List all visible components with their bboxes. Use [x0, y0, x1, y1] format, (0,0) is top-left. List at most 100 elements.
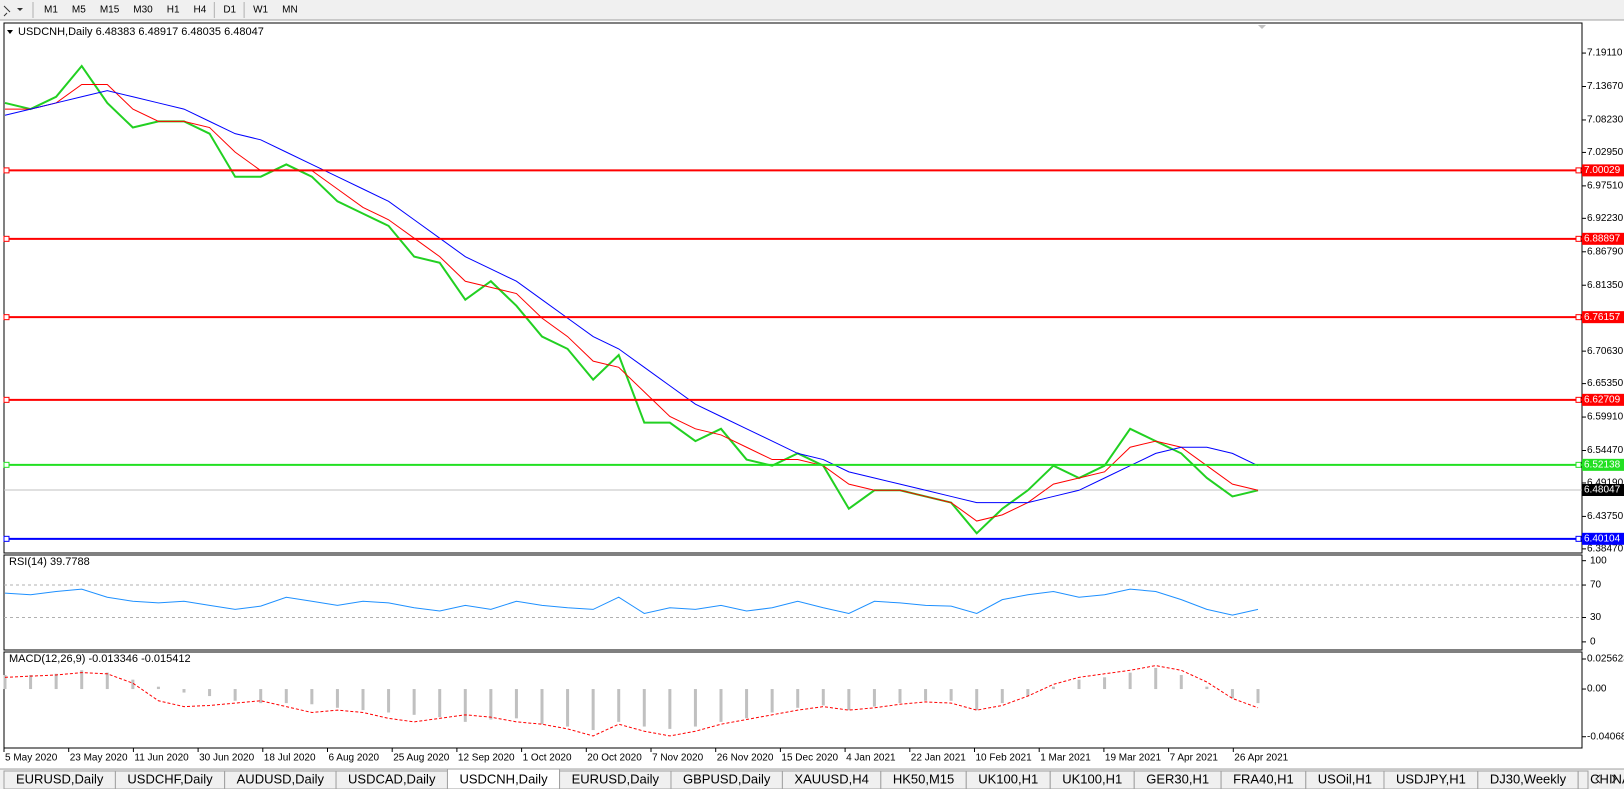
timeframe-label[interactable]: H4 — [194, 5, 207, 16]
level-handle[interactable] — [1575, 535, 1582, 542]
timeframe-label[interactable]: MN — [282, 5, 298, 16]
timeframe-label[interactable]: M15 — [100, 5, 120, 16]
y-tick-label: 6.49190 — [1587, 478, 1624, 489]
timeframe-button[interactable] — [160, 2, 186, 18]
macd-bar — [208, 689, 212, 697]
timeframe-button[interactable] — [127, 2, 159, 18]
tab-label[interactable]: UK100,H1 — [1062, 771, 1122, 786]
x-tick-label: 5 May 2020 — [5, 753, 58, 764]
tab-label[interactable]: FRA40,H1 — [1233, 771, 1294, 786]
macd-bar — [847, 689, 851, 711]
y-tick-label: 70 — [1590, 580, 1602, 591]
macd-bar — [438, 689, 442, 718]
macd-bar — [540, 689, 544, 725]
level-handle[interactable] — [3, 535, 10, 542]
macd-panel — [3, 651, 1583, 749]
timeframe-label[interactable]: M5 — [72, 5, 86, 16]
tab-scroll-arrows[interactable] — [1595, 774, 1617, 784]
timeframe-button[interactable] — [247, 2, 275, 18]
tab-label[interactable]: AUDUSD,Daily — [237, 771, 325, 786]
x-tick-label: 26 Apr 2021 — [1234, 753, 1288, 764]
macd-bar — [949, 689, 953, 701]
x-tick-label: 25 Aug 2020 — [393, 753, 450, 764]
tab-label[interactable]: EURUSD,Daily — [572, 771, 660, 786]
macd-bar — [412, 689, 416, 715]
y-tick-label: 6.92230 — [1587, 213, 1624, 224]
timeframe-button[interactable] — [93, 2, 126, 18]
x-tick-label: 4 Jan 2021 — [846, 753, 896, 764]
y-tick-label: 6.59910 — [1587, 412, 1624, 423]
y-tick-label: 6.65350 — [1587, 378, 1624, 389]
level-handle[interactable] — [3, 314, 10, 321]
shift-marker — [1258, 25, 1266, 29]
x-tick-label: 15 Dec 2020 — [781, 753, 838, 764]
timeframe-button[interactable] — [276, 2, 304, 18]
level-handle[interactable] — [1575, 461, 1582, 468]
macd-bar — [182, 689, 186, 693]
y-tick-label: 6.81350 — [1587, 280, 1624, 291]
macd-bar — [80, 670, 84, 690]
tab-label[interactable]: USDCNH,Daily — [459, 771, 548, 786]
y-tick-label: 100 — [1590, 555, 1607, 566]
level-label: 6.88897 — [1584, 233, 1621, 244]
timeframe-label[interactable]: M30 — [133, 5, 153, 16]
macd-bar — [642, 689, 646, 727]
tab-label[interactable]: UK100,H1 — [978, 771, 1038, 786]
macd-bar — [29, 674, 33, 690]
tab-scroll[interactable] — [1590, 771, 1622, 787]
timeframe-button[interactable] — [217, 2, 243, 18]
x-tick-label: 7 Nov 2020 — [652, 753, 704, 764]
macd-bar — [1256, 689, 1260, 704]
level-label-box — [1582, 393, 1624, 406]
timeframe-button[interactable] — [65, 2, 92, 18]
macd-bar — [796, 689, 800, 708]
rsi-line — [4, 588, 1259, 616]
y-tick-label: 6.43750 — [1587, 511, 1624, 522]
macd-bar — [1000, 689, 1004, 704]
tab-label[interactable]: EURUSD,Daily — [16, 771, 104, 786]
tab-label[interactable]: USDJPY,H1 — [1396, 771, 1466, 786]
level-handle[interactable] — [3, 167, 10, 174]
level-handle[interactable] — [1575, 235, 1582, 242]
level-handle[interactable] — [3, 461, 10, 468]
x-tick-label: 12 Sep 2020 — [458, 753, 515, 764]
level-handle[interactable] — [1575, 314, 1582, 321]
macd-bar — [617, 689, 621, 722]
timeframe-button[interactable] — [38, 2, 64, 18]
level-label: 6.52138 — [1584, 459, 1621, 470]
y-tick-label: -0.040687 — [1587, 731, 1624, 742]
dropdown-arrow[interactable] — [17, 8, 23, 11]
timeframe-label[interactable]: W1 — [253, 5, 268, 16]
tab-label[interactable]: GER30,H1 — [1146, 771, 1209, 786]
level-handle[interactable] — [3, 396, 10, 403]
x-tick-label: 11 Jun 2020 — [134, 753, 189, 764]
level-handle[interactable] — [3, 235, 10, 242]
macd-bar — [284, 689, 288, 704]
macd-bar — [1103, 677, 1107, 690]
timeframe-label[interactable]: D1 — [223, 5, 236, 16]
cursor-icon[interactable] — [3, 5, 11, 17]
tab-label[interactable]: HK50,M15 — [893, 771, 954, 786]
level-handle[interactable] — [1575, 167, 1582, 174]
tab-label[interactable]: USDCHF,Daily — [127, 771, 213, 786]
tab[interactable] — [1577, 770, 1589, 789]
y-tick-label: 7.02950 — [1587, 147, 1624, 158]
macd-bar — [489, 689, 493, 720]
macd-bar — [1128, 672, 1132, 690]
y-tick-label: 7.13670 — [1587, 81, 1624, 92]
timeframe-label[interactable]: H1 — [167, 5, 180, 16]
tab-label[interactable]: USOil,H1 — [1318, 771, 1372, 786]
macd-bar — [975, 689, 979, 711]
tab-label[interactable]: XAUUSD,H4 — [794, 771, 868, 786]
tab-label[interactable]: GBPUSD,Daily — [683, 771, 771, 786]
x-tick-label: 23 May 2020 — [70, 753, 128, 764]
y-tick-label: 6.86790 — [1587, 246, 1624, 257]
tab-label[interactable]: CHINA300,H1 — [1590, 771, 1624, 786]
timeframe-label[interactable]: M1 — [44, 5, 58, 16]
level-handle[interactable] — [1575, 396, 1582, 403]
macd-bar — [3, 674, 7, 690]
timeframe-button[interactable] — [187, 2, 213, 18]
x-tick-label: 7 Apr 2021 — [1170, 753, 1219, 764]
tab-label[interactable]: DJ30,Weekly — [1490, 771, 1567, 786]
tab-label[interactable]: USDCAD,Daily — [348, 771, 436, 786]
